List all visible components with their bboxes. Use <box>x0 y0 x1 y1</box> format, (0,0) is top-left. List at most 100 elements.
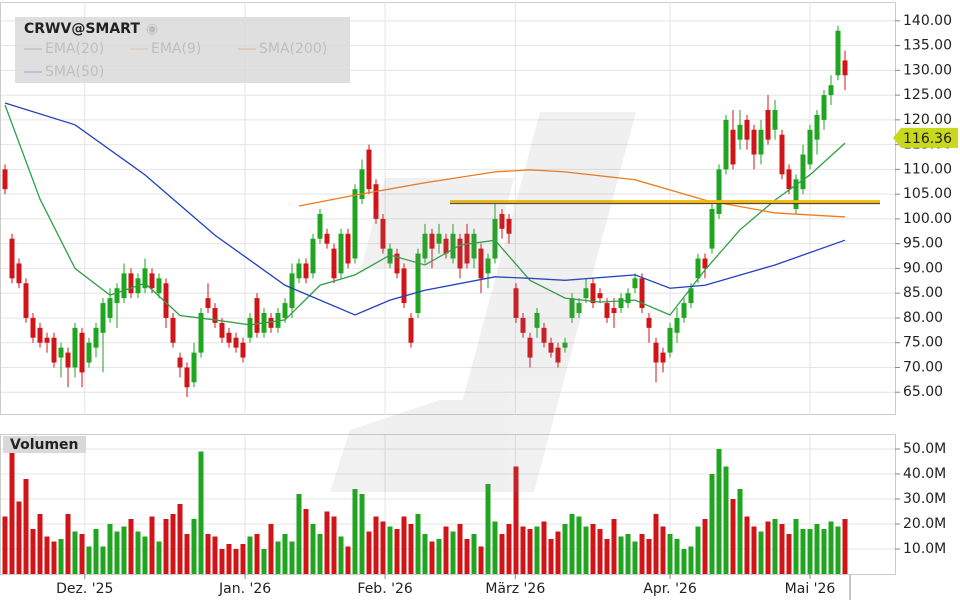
volume-bar <box>821 529 827 574</box>
candle-body <box>296 263 302 279</box>
x-tick-label: Dez. '25 <box>56 581 113 597</box>
candle-body <box>156 278 162 294</box>
candle-body <box>821 95 827 120</box>
candle-body <box>660 352 666 363</box>
candle-body <box>142 268 148 289</box>
volume-bar <box>569 514 575 574</box>
candle-body <box>324 233 330 244</box>
volume-bar <box>660 526 666 574</box>
volume-bar <box>219 549 225 574</box>
candle-body <box>30 317 36 338</box>
candle-body <box>422 233 428 259</box>
volume-bar <box>429 541 435 574</box>
volume-bar <box>247 536 253 574</box>
volume-bar <box>380 521 386 574</box>
volume-bar <box>674 539 680 574</box>
candle-body <box>317 213 323 239</box>
volume-bar <box>128 519 134 574</box>
candle-body <box>653 342 659 363</box>
volume-bar <box>779 524 785 574</box>
candle-body <box>800 154 806 190</box>
candle-body <box>814 114 820 140</box>
volume-bar <box>163 519 169 574</box>
volume-bar <box>667 534 673 574</box>
candle-body <box>534 312 540 328</box>
volume-bar <box>800 529 806 574</box>
y-tick-label: 100.00 <box>903 211 952 227</box>
volume-bar <box>590 524 596 574</box>
volume-bar <box>142 536 148 574</box>
volume-bar <box>646 539 652 574</box>
y-tick-label: 135.00 <box>903 38 952 54</box>
candle-body <box>198 312 204 353</box>
volume-bar <box>331 516 337 574</box>
volume-bar <box>422 534 428 574</box>
candle-body <box>695 258 701 279</box>
volume-bar <box>114 531 120 574</box>
y-tick-label: 75.00 <box>903 335 943 351</box>
volume-bar <box>842 519 848 574</box>
candle-body <box>765 109 771 140</box>
volume-bar <box>240 544 246 574</box>
volume-bar <box>443 526 449 574</box>
candle-body <box>359 169 365 200</box>
candle-body <box>79 332 85 373</box>
candle-body <box>51 337 57 363</box>
candle-body <box>464 233 470 264</box>
volume-bar <box>303 509 309 574</box>
candle-body <box>303 263 309 279</box>
volume-bar <box>100 546 106 574</box>
candle-body <box>702 258 708 269</box>
candle-body <box>282 303 288 318</box>
candle-body <box>450 233 456 259</box>
volume-bar <box>198 451 204 574</box>
volume-bar <box>807 529 813 574</box>
volume-bar <box>681 549 687 574</box>
volume-bar <box>135 531 141 574</box>
volume-bar <box>814 524 820 574</box>
volume-bar <box>58 539 64 574</box>
volume-label-box <box>3 436 86 453</box>
volume-bar <box>730 499 736 574</box>
volume-bar <box>212 536 218 574</box>
volume-bar <box>548 539 554 574</box>
candle-body <box>240 342 246 358</box>
volume-bar <box>275 541 281 574</box>
volume-title: Volumen <box>10 437 79 453</box>
volume-bar <box>65 514 71 574</box>
candle-body <box>191 352 197 383</box>
candle-body <box>604 303 610 318</box>
candle-body <box>772 109 778 130</box>
volume-bar <box>345 546 351 574</box>
volume-bar <box>485 484 491 574</box>
volume-tick-label: 40.0M <box>903 466 946 482</box>
candle-body <box>443 238 449 254</box>
volume-bar <box>401 516 407 574</box>
candle-body <box>86 342 92 363</box>
volume-bar <box>16 501 22 574</box>
y-tick-label: 120.00 <box>903 112 952 128</box>
candle-body <box>289 273 295 309</box>
volume-bar <box>30 529 36 574</box>
candle-body <box>520 317 526 333</box>
candle-body <box>310 238 316 274</box>
volume-bar <box>835 526 841 574</box>
candle-body <box>226 332 232 343</box>
volume-bar <box>639 534 645 574</box>
candle-body <box>639 278 645 309</box>
ma-line <box>4 102 846 316</box>
candle-body <box>632 278 638 289</box>
volume-bar <box>233 549 239 574</box>
volume-bar <box>191 519 197 574</box>
candle-body <box>163 283 169 318</box>
y-tick-label: 80.00 <box>903 310 943 326</box>
last-price-tag <box>893 127 958 148</box>
candle-body <box>121 273 127 299</box>
y-tick-label: 85.00 <box>903 285 943 301</box>
volume-bar <box>254 534 260 574</box>
candle-body <box>744 119 750 140</box>
volume-bar <box>688 546 694 574</box>
volume-bar <box>751 526 757 574</box>
candle-body <box>233 337 239 348</box>
candle-body <box>93 327 99 348</box>
